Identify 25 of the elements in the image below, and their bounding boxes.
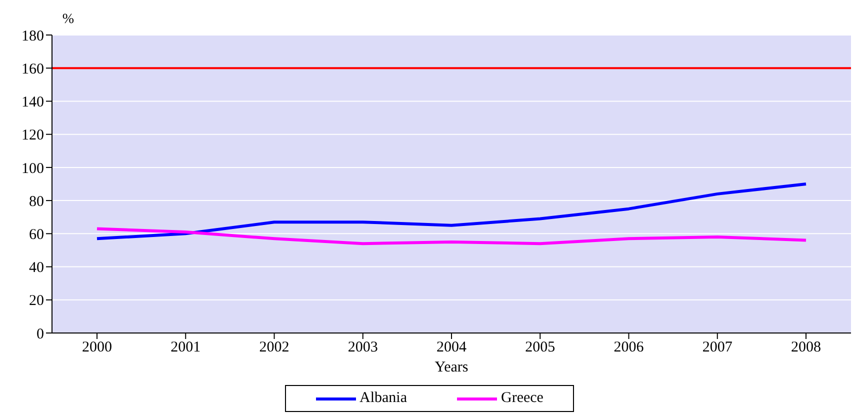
y-tick-label: 100 <box>22 160 44 177</box>
y-tick-label: 120 <box>22 128 44 144</box>
y-tick-label: 60 <box>29 226 44 243</box>
y-tick-label: 80 <box>29 194 44 210</box>
y-tick-label: 40 <box>29 260 44 276</box>
x-tick-label: 2002 <box>259 340 290 356</box>
line-series <box>96 227 808 246</box>
x-tick-label: 2007 <box>702 340 733 356</box>
x-tick-label: 2006 <box>614 340 644 356</box>
x-tick-label: 2000 <box>82 340 112 356</box>
x-tick-label: 2001 <box>170 340 201 356</box>
x-axis-title: Years <box>434 360 468 376</box>
x-tick-label: 2005 <box>525 340 556 356</box>
y-tick-label: 160 <box>22 61 44 78</box>
y-axis-title: % <box>62 12 74 27</box>
y-tick-label: 180 <box>22 28 44 44</box>
legend-label: Albania <box>358 390 407 407</box>
y-tick-label: 0 <box>36 326 44 342</box>
y-tick-label: 140 <box>22 94 44 111</box>
legend-label: Greece <box>500 390 544 407</box>
x-tick-label: 2004 <box>436 340 467 356</box>
x-tick-label: 2003 <box>348 340 378 356</box>
y-tick-label: 20 <box>29 293 44 310</box>
line-series <box>96 182 808 240</box>
x-tick-label: 2008 <box>791 340 821 356</box>
